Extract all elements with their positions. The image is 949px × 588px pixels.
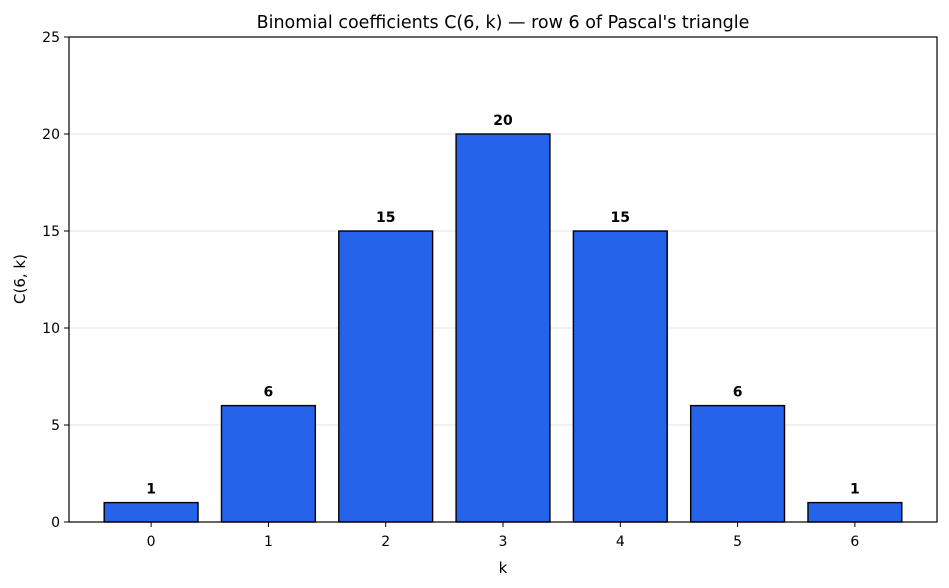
- data-labels: 1 6 15 20 15 6 1: [146, 113, 860, 498]
- x-tick-label: 2: [381, 534, 390, 550]
- bar: [572, 230, 668, 523]
- x-tick-label: 0: [147, 534, 156, 550]
- x-tick-label: 6: [850, 534, 859, 550]
- y-axis-title: C(6, k): [11, 254, 29, 304]
- y-tick-label: 15: [42, 224, 60, 240]
- data-label: 1: [146, 482, 156, 498]
- data-label: 6: [733, 385, 743, 401]
- y-tick-label: 10: [42, 321, 60, 337]
- x-axis-title: k: [499, 559, 508, 577]
- data-label: 15: [611, 210, 630, 226]
- data-label: 20: [493, 113, 513, 129]
- y-tick-label: 20: [42, 127, 60, 143]
- bar: [689, 404, 786, 523]
- chart-title: Binomial coefficients C(6, k) — row 6 of…: [257, 13, 750, 33]
- data-label: 1: [850, 482, 860, 498]
- x-tick-label: 1: [264, 534, 273, 550]
- x-tick-label: 3: [499, 534, 508, 550]
- axes: 0 5 10 15 20 25 0 1 2 3 4 5 6: [42, 30, 859, 550]
- bar: [807, 501, 903, 523]
- bar: [103, 501, 199, 523]
- y-tick-label: 5: [51, 418, 60, 434]
- x-tick-label: 5: [733, 534, 742, 550]
- bars: [103, 133, 903, 523]
- y-tick-label: 25: [42, 30, 60, 46]
- bar: [220, 404, 317, 523]
- data-label: 6: [264, 385, 274, 401]
- data-label: 15: [376, 210, 395, 226]
- y-tick-label: 0: [51, 515, 60, 531]
- bar: [338, 230, 434, 523]
- x-tick-label: 4: [616, 534, 625, 550]
- bar: [455, 133, 551, 523]
